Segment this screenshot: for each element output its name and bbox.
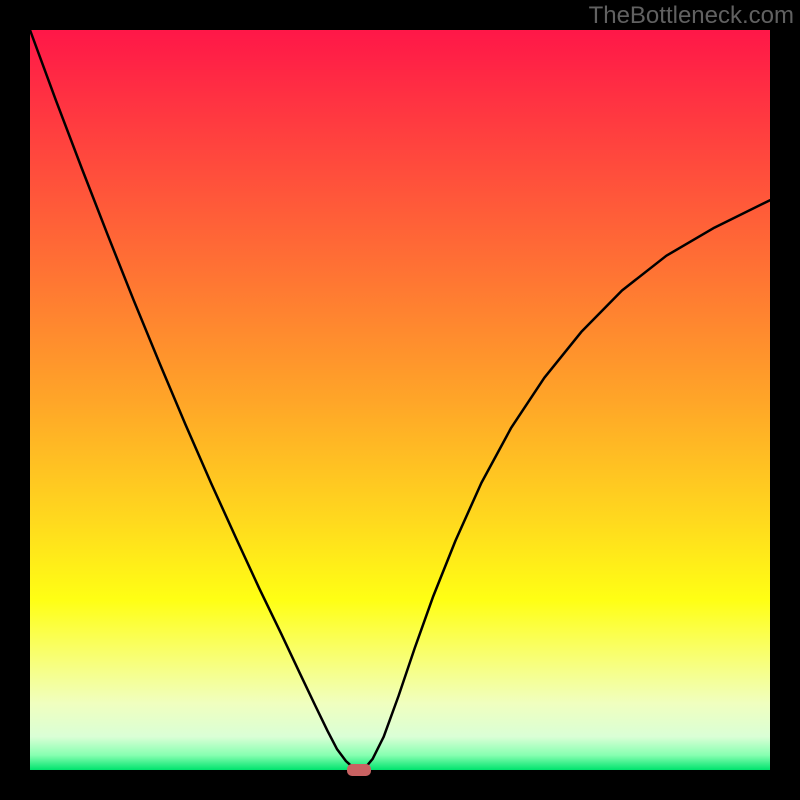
watermark-text: TheBottleneck.com	[589, 2, 794, 30]
plot-area	[30, 30, 770, 770]
chart-container: TheBottleneck.com	[0, 0, 800, 800]
minimum-marker	[347, 764, 371, 776]
